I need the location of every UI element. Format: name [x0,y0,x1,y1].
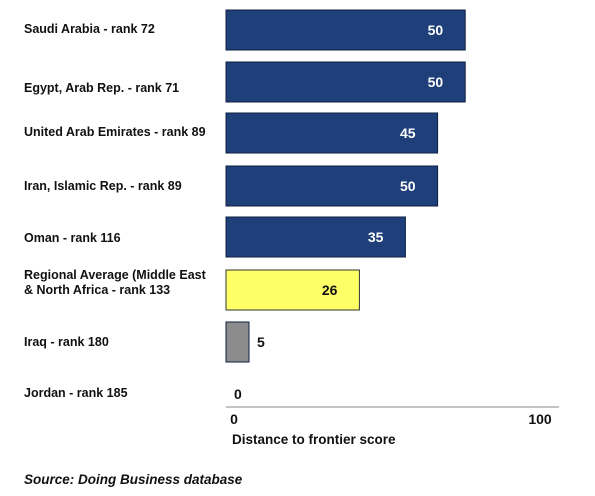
data-label-5: 26 [322,282,338,298]
category-label-2: United Arab Emirates - rank 89 [24,125,206,139]
category-label-7: Jordan - rank 185 [24,386,128,400]
data-label-2: 45 [400,125,416,141]
category-label-3: Iran, Islamic Rep. - rank 89 [24,179,182,193]
category-label-1: Egypt, Arab Rep. - rank 71 [24,81,180,95]
x-tick-label-0: 0 [230,411,238,427]
data-label-0: 50 [428,22,444,38]
source-note: Source: Doing Business database [24,472,243,487]
bar-5 [225,269,360,311]
data-label-7: 0 [234,386,242,402]
data-label-3: 50 [400,178,416,194]
bar-3 [225,165,439,207]
x-axis-label: Distance to frontier score [232,432,396,447]
data-label-6: 5 [257,334,265,350]
x-tick-label-1: 100 [528,411,552,427]
bar-4 [225,216,406,258]
bar-6 [225,321,250,363]
bar-0 [225,9,466,51]
category-label-0: Saudi Arabia - rank 72 [24,22,155,36]
category-label-5: Regional Average (Middle East & North Af… [24,268,206,297]
category-label-4: Oman - rank 116 [24,231,121,245]
category-label-6: Iraq - rank 180 [24,335,109,349]
bar-1 [225,61,466,103]
bar-2 [225,112,439,154]
data-label-1: 50 [428,74,444,90]
data-label-4: 35 [368,229,384,245]
